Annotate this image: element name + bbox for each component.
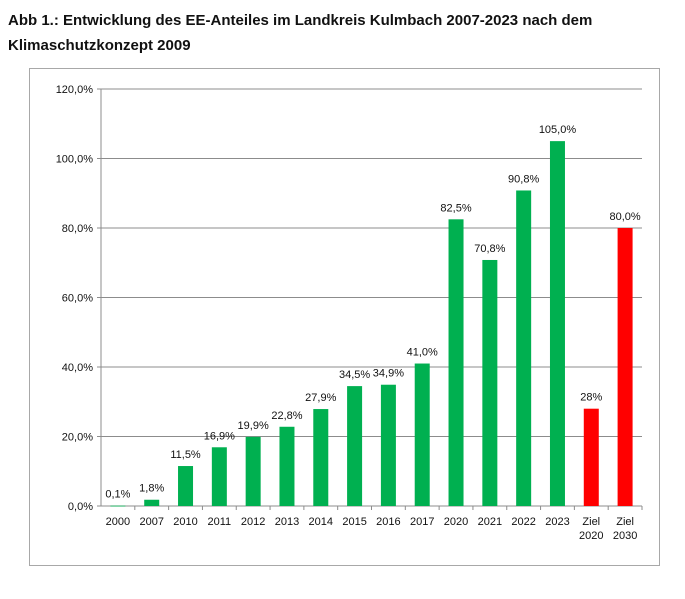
data-label: 19,9% [238,420,269,432]
y-tick-label: 20,0% [62,432,93,444]
x-tick-label: 2011 [208,516,232,528]
chart-title-line-1: Abb 1.: Entwicklung des EE-Anteiles im L… [8,12,593,29]
data-label: 34,5% [339,369,370,381]
chart-title-line-2: Klimaschutzkonzept 2009 [8,37,191,54]
x-tick-label: 2016 [376,516,400,528]
x-tick-label: Ziel [582,516,600,528]
x-tick-label: 2017 [410,516,434,528]
data-label: 80,0% [609,211,640,223]
data-label: 70,8% [474,243,505,255]
x-tick-label: Ziel [616,516,634,528]
bar [448,219,464,506]
data-label: 22,8% [271,410,302,422]
x-tick-label: 2007 [139,516,163,528]
data-label: 41,0% [407,347,438,359]
data-label: 0,1% [105,489,130,501]
y-tick-label: 60,0% [62,293,93,305]
bar [245,436,261,506]
x-tick-label: 2010 [173,516,197,528]
y-tick-label: 40,0% [62,362,93,374]
data-label: 90,8% [508,173,539,185]
bar [347,386,363,506]
data-label: 82,5% [440,202,471,214]
data-label: 27,9% [305,392,336,404]
x-tick-label: 2015 [342,516,366,528]
y-tick-label: 100,0% [56,154,94,166]
bar [178,466,194,506]
data-labels: 0,1% 1,8% 11,5%16,9%19,9%22,8%27,9%34,5% 34… [105,124,641,501]
bar [144,499,160,506]
y-tick-label: 80,0% [62,223,93,235]
x-tick-label: 2013 [275,516,299,528]
bar [583,408,599,506]
bar [549,141,565,506]
data-label: 1,8% [139,483,164,495]
bars [110,141,633,507]
bar [313,409,329,506]
bar [414,363,430,506]
bar [617,228,633,506]
x-tick-label: 2023 [545,516,569,528]
x-tick-label: 2000 [106,516,130,528]
y-tick-label: 120,0% [56,84,94,96]
x-tick-label: 2022 [511,516,535,528]
x-tick-label: 2012 [241,516,265,528]
y-tick-label: 0,0% [68,501,93,513]
data-label: 11,5% [170,449,201,461]
x-tick-label: 2030 [613,530,637,542]
bar [482,259,498,506]
y-tick-labels: 0,0% 20,0% 40,0% 60,0% 80,0% 100,0% 120,0% [56,84,94,513]
bar [110,505,126,507]
bar [211,447,227,506]
x-tick-labels: 2000 2007 2010 2011 2012 2013 2014 2015 2016 2017… [106,516,638,542]
bar [516,190,532,506]
x-tick-label: 2021 [478,516,502,528]
data-label: 34,9% [373,368,404,380]
data-label: 28% [580,392,602,404]
x-tick-label: 2020 [444,516,468,528]
chart-title: Abb 1.: Entwicklung des EE-Anteiles im L… [8,8,668,58]
x-tick-label: 2014 [309,516,333,528]
data-label: 105,0% [539,124,577,136]
x-tick-label: 2020 [579,530,603,542]
bar [380,384,396,506]
bar [279,426,295,506]
data-label: 16,9% [204,430,235,442]
